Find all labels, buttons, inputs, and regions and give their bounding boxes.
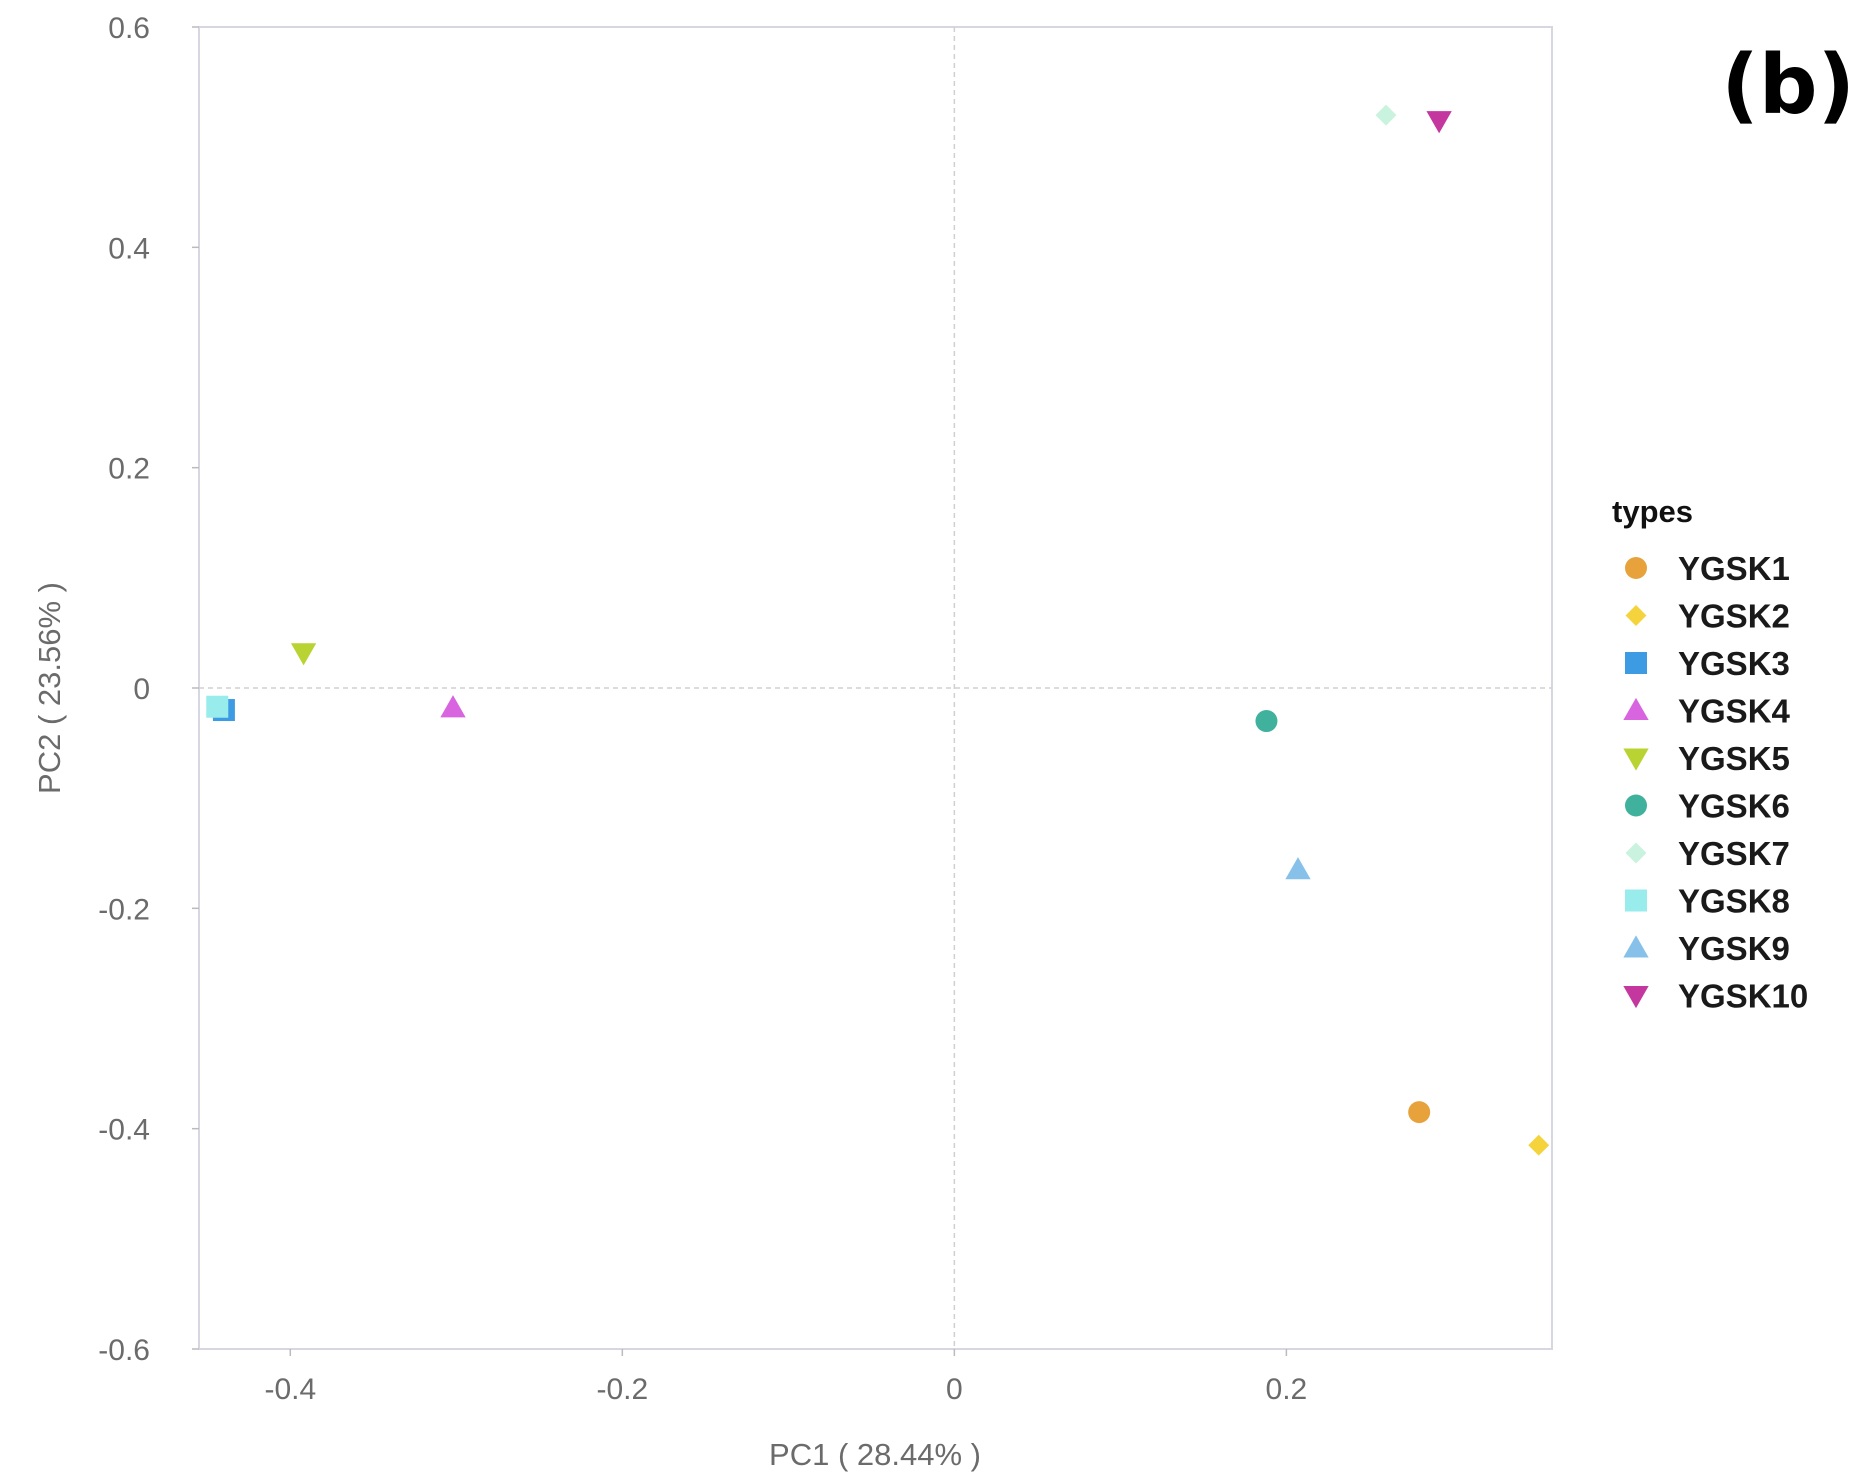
legend-label-ygsk6: YGSK6 [1678, 788, 1790, 825]
legend-key-ygsk4 [1623, 697, 1649, 720]
panel-label: (b) [1721, 38, 1855, 133]
x-tick-label: -0.2 [596, 1373, 648, 1406]
x-axis: -0.4 -0.2 0 0.2 [264, 1349, 1307, 1406]
point-ygsk4 [440, 695, 466, 718]
legend-label-ygsk1: YGSK1 [1678, 550, 1790, 587]
point-ygsk8 [206, 695, 229, 718]
y-tick-label: 0 [133, 673, 150, 706]
x-tick-label: -0.4 [264, 1373, 316, 1406]
point-ygsk1 [1408, 1101, 1431, 1124]
point-ygsk9 [1285, 857, 1311, 880]
y-axis-title: PC2 ( 23.56% ) [32, 582, 67, 794]
legend-label-ygsk5: YGSK5 [1678, 740, 1790, 777]
legend-label-ygsk8: YGSK8 [1678, 883, 1790, 920]
point-ygsk7 [1375, 104, 1397, 126]
y-tick-label: 0.4 [108, 232, 150, 265]
x-tick-label: 0.2 [1266, 1373, 1308, 1406]
point-ygsk6 [1255, 710, 1278, 733]
legend: types YGSK1YGSK2YGSK3YGSK4YGSK5YGSK6YGSK… [1612, 494, 1808, 1015]
x-tick-label: 0 [946, 1373, 963, 1406]
legend-items: YGSK1 YGSK2 YGSK3 YGSK4 YGSK5 YGSK6 YGSK7 YGSK8… [1623, 550, 1808, 1015]
legend-key-ygsk1 [1625, 557, 1647, 579]
legend-key-ygsk9 [1623, 935, 1649, 958]
y-tick-label: -0.6 [98, 1334, 150, 1367]
legend-label-ygsk7: YGSK7 [1678, 835, 1790, 872]
legend-key-ygsk7 [1625, 842, 1647, 864]
legend-key-ygsk3 [1625, 652, 1647, 674]
point-ygsk10 [1426, 111, 1452, 134]
legend-label-ygsk9: YGSK9 [1678, 930, 1790, 967]
legend-label-ygsk2: YGSK2 [1678, 598, 1790, 635]
legend-key-ygsk10 [1623, 986, 1649, 1009]
legend-key-ygsk8 [1625, 889, 1647, 912]
legend-title: types [1612, 494, 1693, 529]
y-tick-label: -0.4 [98, 1114, 150, 1147]
x-axis-title: PC1 ( 28.44% ) [769, 1437, 981, 1472]
legend-key-ygsk6 [1625, 794, 1647, 817]
legend-key-ygsk2 [1625, 605, 1647, 626]
y-axis: 0.6 0.4 0.2 0 -0.2 -0.4 -0.6 [98, 12, 199, 1367]
point-ygsk5 [290, 643, 317, 666]
point-ygsk2 [1528, 1134, 1550, 1156]
legend-label-ygsk4: YGSK4 [1678, 693, 1791, 730]
legend-label-ygsk3: YGSK3 [1678, 645, 1790, 682]
legend-key-ygsk5 [1623, 748, 1649, 771]
legend-label-ygsk10: YGSK10 [1678, 978, 1808, 1015]
y-tick-label: -0.2 [98, 893, 150, 926]
y-tick-label: 0.2 [108, 453, 150, 486]
y-tick-label: 0.6 [108, 12, 150, 45]
data-points [206, 104, 1550, 1156]
